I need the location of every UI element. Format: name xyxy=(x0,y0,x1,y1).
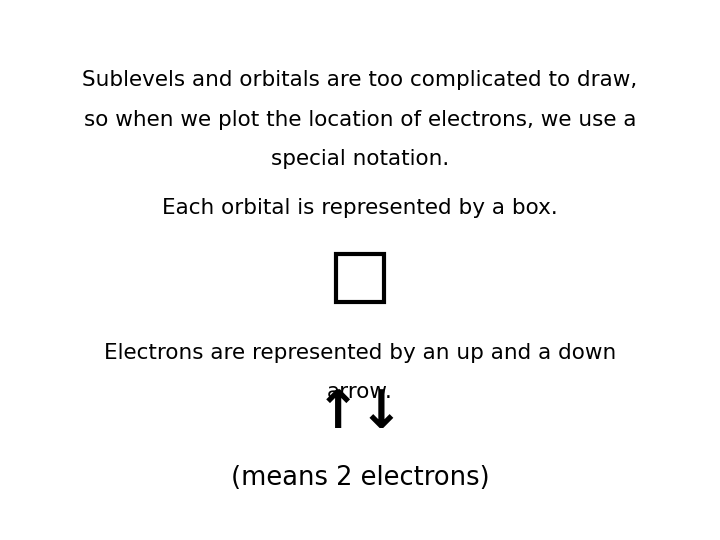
Text: ↑↓: ↑↓ xyxy=(316,387,404,439)
Text: Each orbital is represented by a box.: Each orbital is represented by a box. xyxy=(162,198,558,218)
Text: special notation.: special notation. xyxy=(271,149,449,169)
Text: Sublevels and orbitals are too complicated to draw,: Sublevels and orbitals are too complicat… xyxy=(82,70,638,90)
Text: so when we plot the location of electrons, we use a: so when we plot the location of electron… xyxy=(84,110,636,130)
Text: (means 2 electrons): (means 2 electrons) xyxy=(230,465,490,491)
FancyBboxPatch shape xyxy=(336,254,384,302)
Text: arrow.: arrow. xyxy=(327,382,393,402)
Text: Electrons are represented by an up and a down: Electrons are represented by an up and a… xyxy=(104,343,616,363)
